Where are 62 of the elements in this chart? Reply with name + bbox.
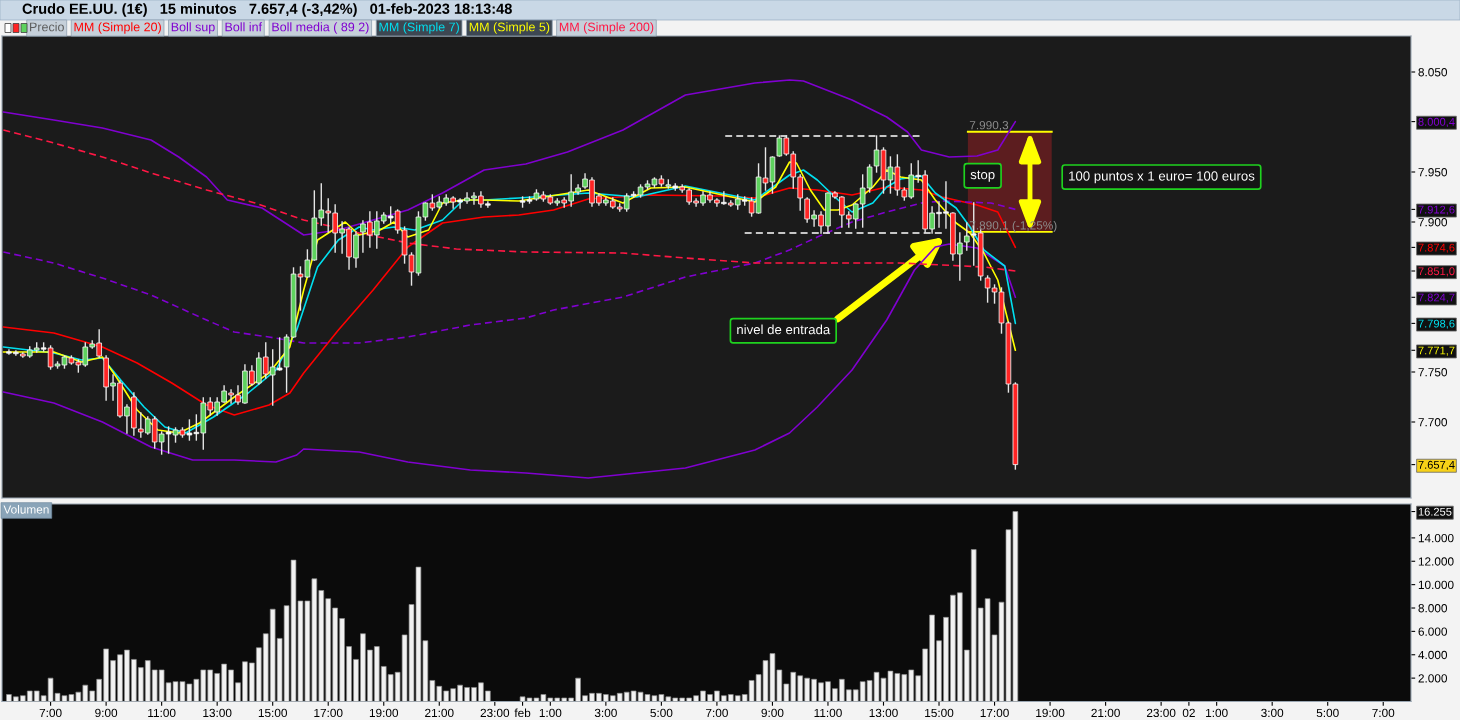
x-tick-label: 19:00	[1036, 708, 1065, 718]
y-tick-label: 8.000,4	[1418, 117, 1455, 128]
y-tick-label: 14.000	[1418, 533, 1454, 543]
annotation: stop	[970, 170, 995, 182]
x-tick-label: 23:00	[480, 708, 510, 718]
x-tick-label: 1:00	[1206, 708, 1228, 718]
x-tick-label: 15:00	[258, 708, 288, 718]
x-tick-label: 3:00	[594, 708, 617, 718]
y-tick-label: 7.750	[1418, 368, 1448, 377]
x-tick-label: 3:00	[1261, 708, 1284, 718]
chart-title: Volumen	[3, 504, 49, 514]
x-tick-label: 13:00	[869, 708, 898, 718]
x-tick-label: 19:00	[369, 708, 399, 718]
annotation: nivel de entrada	[737, 324, 831, 335]
x-tick-label: 7:00	[706, 708, 728, 718]
x-tick-label: 02	[1182, 708, 1195, 718]
legend-label: Precio	[30, 22, 64, 32]
x-tick-label: 7:00	[39, 708, 62, 718]
y-tick-label: 8.000	[1418, 604, 1448, 613]
text: Boll media ( 89 2)	[272, 22, 369, 34]
x-tick-label: 5:00	[1316, 708, 1339, 718]
y-tick-label: 12.000	[1418, 557, 1454, 566]
y-tick-label: 6.000	[1418, 627, 1448, 636]
x-tick-label: 23:00	[1146, 708, 1176, 718]
y-tick-label: 16.255	[1418, 507, 1452, 516]
text: MM (Simple 20)	[74, 22, 161, 34]
chart-title: Crudo EE.UU. (1€) 15 minutos 7.657,4 (-3,42%) 01-feb-2023 18:13:48	[22, 3, 512, 17]
y-tick-label: 7.657,4	[1418, 460, 1455, 471]
text: MM (Simple 7)	[379, 22, 459, 34]
x-tick-label: 1:00	[539, 708, 562, 718]
x-tick-label: 17:00	[980, 708, 1009, 718]
y-tick-label: 4.000	[1418, 650, 1448, 660]
y-tick-label: 7.798,6	[1418, 319, 1455, 329]
y-tick-label: 7.824,7	[1418, 293, 1455, 303]
y-tick-label: 7.950	[1418, 168, 1448, 177]
y-tick-label: 7.700	[1418, 418, 1448, 427]
y-tick-label: 7.900	[1418, 218, 1448, 227]
annotation: 100 puntos x 1 euro= 100 euros	[1069, 171, 1255, 184]
text: Boll sup	[171, 22, 215, 34]
x-tick-label: 5:00	[650, 708, 673, 718]
text: Boll inf	[225, 22, 263, 32]
y-tick-label: 8.050	[1418, 68, 1448, 77]
x-tick-label: 7:00	[1372, 708, 1395, 718]
x-tick-label: feb	[514, 708, 531, 718]
x-tick-label: 15:00	[925, 708, 954, 718]
x-tick-label: 11:00	[148, 708, 176, 718]
y-tick-label: 7.874,6	[1418, 243, 1455, 253]
x-tick-label: 21:00	[1091, 708, 1120, 718]
y-tick-label: 7.771,7	[1418, 346, 1455, 356]
x-tick-label: 21:00	[425, 708, 454, 718]
x-tick-label: 17:00	[314, 708, 343, 718]
text: MM (Simple 5)	[469, 22, 550, 34]
y-tick-label: 10.000	[1418, 580, 1454, 590]
x-tick-label: 9:00	[761, 708, 784, 718]
x-tick-label: 9:00	[95, 708, 118, 718]
x-tick-label: 13:00	[203, 708, 232, 718]
x-tick-label: 11:00	[814, 708, 842, 718]
y-tick-label: 7.851,0	[1418, 267, 1455, 277]
text: MM (Simple 200)	[559, 22, 654, 34]
y-tick-label: 7.912,6	[1418, 205, 1455, 215]
ref-line-label: 7.990,3	[969, 121, 1009, 131]
y-tick-label: 2.000	[1418, 674, 1448, 683]
